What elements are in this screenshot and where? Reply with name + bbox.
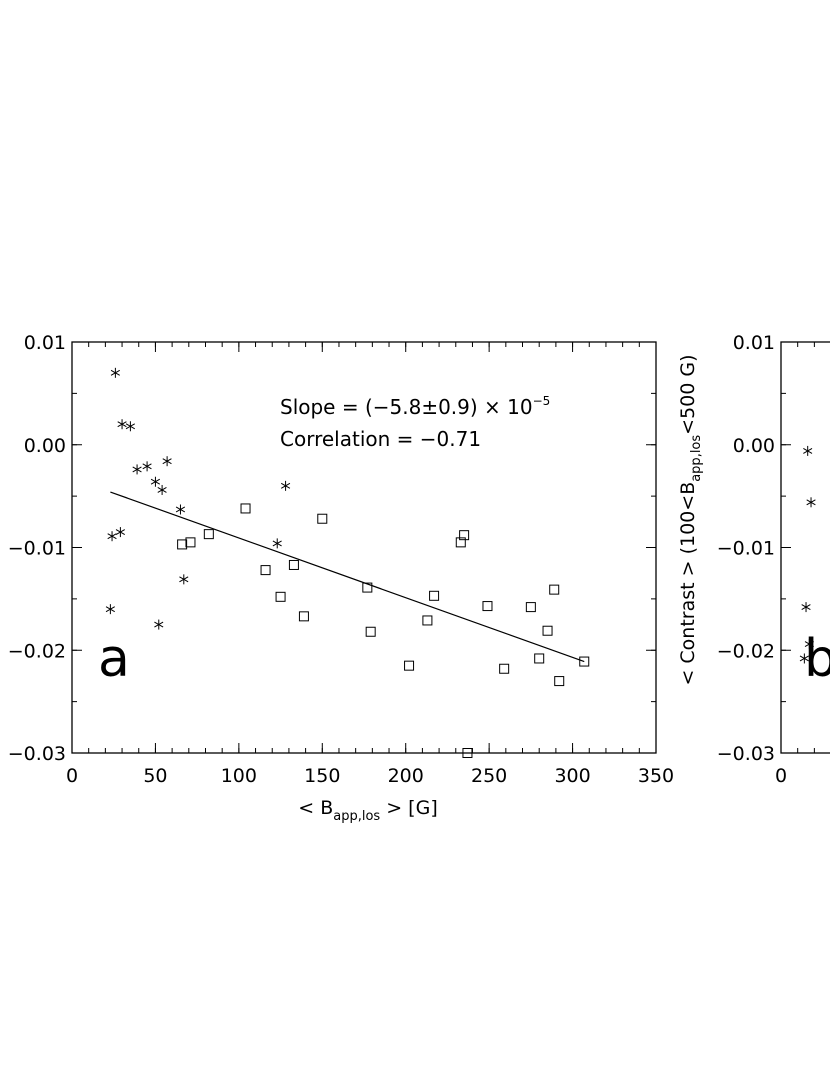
data-points-a: [105, 367, 590, 758]
square-marker: [288, 559, 299, 570]
square-marker: [203, 529, 214, 540]
x-tick-label: 350: [638, 765, 674, 787]
asterisk-marker: [115, 527, 125, 538]
x-tick-label: 250: [471, 765, 507, 787]
asterisk-marker: [154, 619, 164, 630]
correlation-annotation: Correlation = −0.71: [280, 427, 481, 451]
data-points-b: [799, 445, 816, 664]
panel-a: 0 50 100 150 200 250 300 350 0.01 0.00 −0.01 −0.02…: [8, 332, 674, 824]
asterisk-marker: [150, 476, 161, 487]
square-marker: [499, 663, 510, 674]
y-tick-label: −0.03: [717, 743, 775, 765]
square-marker: [275, 591, 286, 602]
asterisk-marker: [142, 461, 152, 472]
y-tick-label: 0.00: [733, 435, 775, 457]
square-marker: [534, 653, 545, 664]
square-marker: [422, 615, 433, 626]
square-marker: [404, 660, 415, 671]
asterisk-marker: [280, 480, 291, 491]
asterisk-marker: [806, 497, 816, 508]
asterisk-marker: [162, 456, 172, 467]
x-tick-label: 150: [304, 765, 340, 787]
x-tick-label: 300: [554, 765, 590, 787]
square-marker: [365, 626, 376, 637]
asterisk-marker: [799, 653, 809, 664]
square-marker: [317, 513, 328, 524]
x-tick-label: 50: [143, 765, 167, 787]
x-tick-label: 200: [388, 765, 424, 787]
asterisk-marker: [105, 604, 115, 615]
square-marker: [462, 748, 473, 758]
square-marker: [240, 503, 251, 514]
square-marker: [459, 530, 470, 541]
square-marker: [525, 602, 536, 613]
panel-label-a: a: [98, 629, 130, 689]
asterisk-marker: [110, 367, 120, 378]
x-tick-label: 0: [775, 765, 787, 787]
y-tick-label: −0.02: [8, 640, 66, 662]
y-tick-label: −0.02: [717, 640, 775, 662]
square-marker: [177, 539, 188, 550]
asterisk-marker: [107, 531, 117, 542]
square-marker: [482, 601, 493, 612]
panel-b: 0 0.01 0.00 −0.01 −0.02 −0.03 b: [717, 332, 830, 787]
y-tick-label: 0.01: [24, 332, 66, 354]
square-marker: [429, 590, 440, 601]
y-tick-label: 0.01: [733, 332, 775, 354]
x-tick-label: 100: [221, 765, 257, 787]
slope-annotation: Slope = (−5.8±0.9) × 10−5: [280, 394, 550, 419]
fit-line: [110, 491, 585, 663]
y-tick-label: 0.00: [24, 435, 66, 457]
asterisk-marker: [179, 574, 189, 585]
x-axis-title: < Bapp,los > [G]: [298, 797, 438, 824]
y-axis-title: < Contrast > (100<Bapp,los<500 G): [677, 354, 704, 685]
square-marker: [260, 565, 271, 576]
asterisk-marker: [272, 538, 282, 549]
asterisk-marker: [175, 504, 186, 515]
square-marker: [554, 676, 565, 687]
y-ticks-a: 0.01 0.00 −0.01 −0.02 −0.03: [8, 332, 656, 765]
x-tick-label: 0: [66, 765, 78, 787]
square-marker: [542, 625, 553, 636]
square-marker: [549, 584, 560, 595]
x-ticks-a: 0 50 100 150 200 250 300 350: [66, 342, 674, 787]
y-ticks-b: 0.01 0.00 −0.01 −0.02 −0.03: [717, 332, 791, 765]
square-marker: [579, 656, 590, 667]
asterisk-marker: [801, 602, 811, 613]
asterisk-marker: [132, 464, 142, 475]
asterisk-marker: [157, 484, 167, 495]
square-marker: [362, 582, 373, 593]
square-marker: [455, 537, 466, 548]
y-tick-label: −0.03: [8, 743, 66, 765]
panel-label-b: b: [804, 629, 830, 689]
y-tick-label: −0.01: [8, 538, 66, 560]
asterisk-marker: [117, 419, 127, 430]
asterisk-marker: [125, 421, 135, 432]
y-tick-label: −0.01: [717, 538, 775, 560]
square-marker: [185, 537, 196, 548]
square-marker: [298, 611, 309, 622]
x-ticks-b: 0: [775, 342, 815, 787]
asterisk-marker: [804, 639, 814, 650]
asterisk-marker: [803, 445, 813, 456]
